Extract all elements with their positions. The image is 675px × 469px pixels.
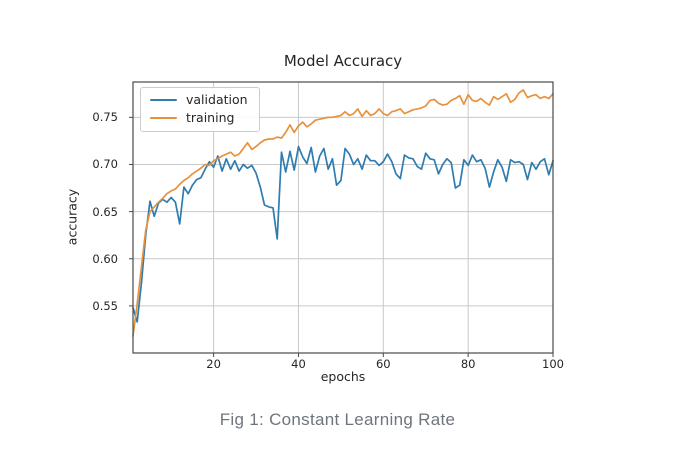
legend-item-training: training	[150, 111, 248, 125]
legend-label-training: training	[186, 110, 235, 125]
y-tick-label: 0.65	[92, 204, 118, 219]
x-tick-label: 60	[375, 357, 391, 371]
legend: validation training	[140, 87, 260, 132]
legend-label-validation: validation	[186, 92, 248, 107]
x-tick-label: 40	[291, 357, 306, 371]
series-line-training	[132, 89, 554, 337]
x-tick-label: 100	[542, 357, 564, 371]
legend-item-validation: validation	[150, 93, 248, 107]
x-axis-label: epochs	[320, 369, 366, 384]
y-tick-label: 0.55	[92, 298, 118, 313]
training-line-swatch	[150, 117, 177, 119]
chart-title: Model Accuracy	[283, 52, 403, 70]
validation-line-swatch	[150, 99, 177, 101]
y-tick-label: 0.75	[92, 110, 118, 125]
y-axis-label: accuracy	[64, 188, 80, 246]
series-line-validation	[132, 145, 554, 323]
axes-spines	[132, 81, 554, 354]
y-tick-label: 0.60	[92, 251, 118, 266]
x-tick-label: 80	[460, 357, 476, 371]
figure-caption: Fig 1: Constant Learning Rate	[219, 410, 456, 429]
x-tick-label: 20	[206, 357, 221, 371]
y-tick-label: 0.70	[92, 157, 118, 172]
